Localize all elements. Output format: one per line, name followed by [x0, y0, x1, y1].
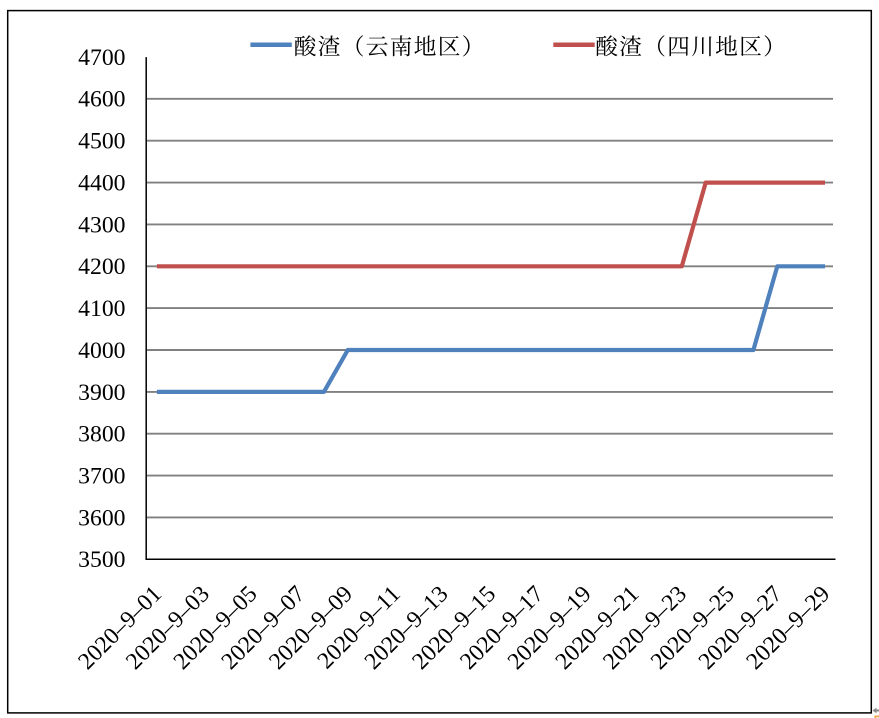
- svg-text:4200: 4200: [78, 254, 125, 280]
- svg-text:4600: 4600: [78, 87, 125, 113]
- svg-text:3800: 3800: [78, 422, 125, 448]
- svg-text:3600: 3600: [78, 505, 125, 531]
- svg-text:4700: 4700: [78, 45, 125, 71]
- svg-text:4000: 4000: [78, 338, 125, 364]
- svg-text:3700: 3700: [78, 464, 125, 490]
- svg-text:3900: 3900: [78, 380, 125, 406]
- svg-text:4500: 4500: [78, 129, 125, 155]
- svg-text:4100: 4100: [78, 296, 125, 322]
- svg-text:3500: 3500: [78, 547, 125, 573]
- svg-text:4400: 4400: [78, 171, 125, 197]
- svg-text:4300: 4300: [78, 212, 125, 238]
